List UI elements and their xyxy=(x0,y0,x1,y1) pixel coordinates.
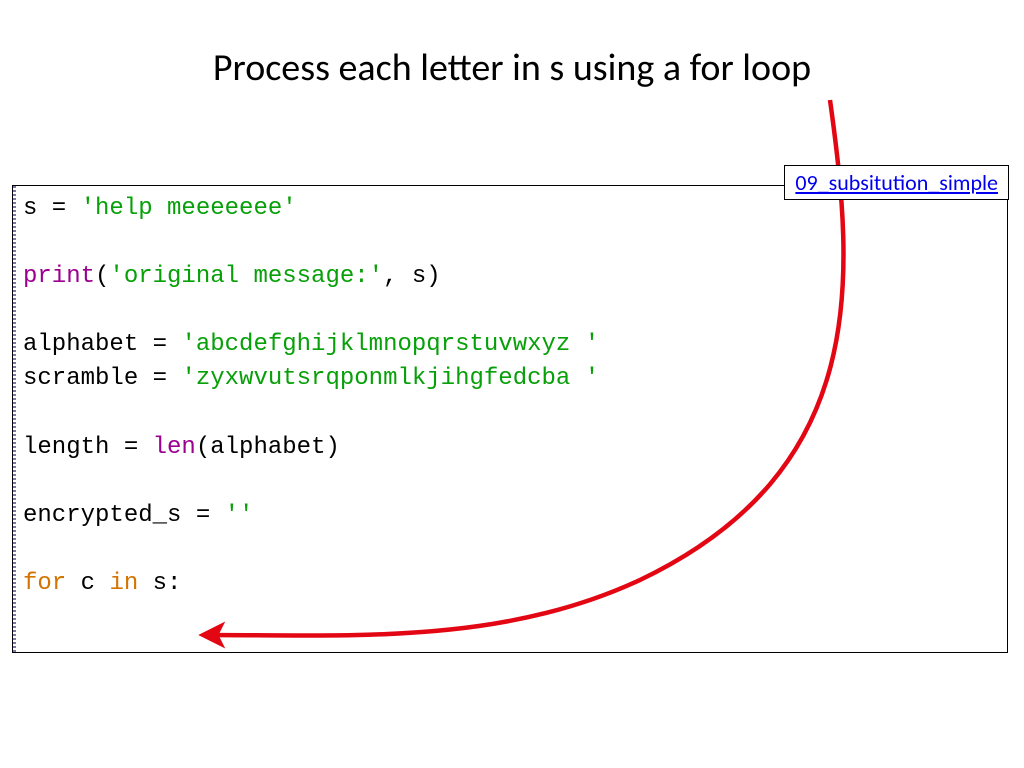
code-text: alphabet = xyxy=(23,331,181,358)
code-text: s = xyxy=(23,195,81,222)
slide-title: Process each letter in s using a for loo… xyxy=(0,45,1024,91)
code-text: ( xyxy=(95,263,109,290)
code-text: c xyxy=(66,570,109,597)
code-keyword: for xyxy=(23,570,66,597)
code-text: , s) xyxy=(383,263,441,290)
code-text: s: xyxy=(138,570,181,597)
code-keyword: in xyxy=(109,570,138,597)
filename-link[interactable]: 09_subsitution_simple xyxy=(795,169,998,196)
code-string: 'abcdefghijklmnopqrstuvwxyz ' xyxy=(181,331,599,358)
code-text: scramble = xyxy=(23,365,181,392)
code-content: s = 'help meeeeeee' print('original mess… xyxy=(23,192,599,601)
code-block: s = 'help meeeeeee' print('original mess… xyxy=(12,185,1008,653)
code-string: 'original message:' xyxy=(109,263,383,290)
code-string: 'zyxwvutsrqponmlkjihgfedcba ' xyxy=(181,365,599,392)
code-builtin: len xyxy=(153,434,196,461)
code-text: length = xyxy=(23,434,153,461)
code-builtin: print xyxy=(23,263,95,290)
code-text: encrypted_s = xyxy=(23,502,225,529)
filename-link-box: 09_subsitution_simple xyxy=(784,165,1009,200)
gutter-stripe xyxy=(13,186,16,652)
code-string: 'help meeeeeee' xyxy=(81,195,297,222)
code-string: '' xyxy=(225,502,254,529)
code-text: (alphabet) xyxy=(196,434,340,461)
